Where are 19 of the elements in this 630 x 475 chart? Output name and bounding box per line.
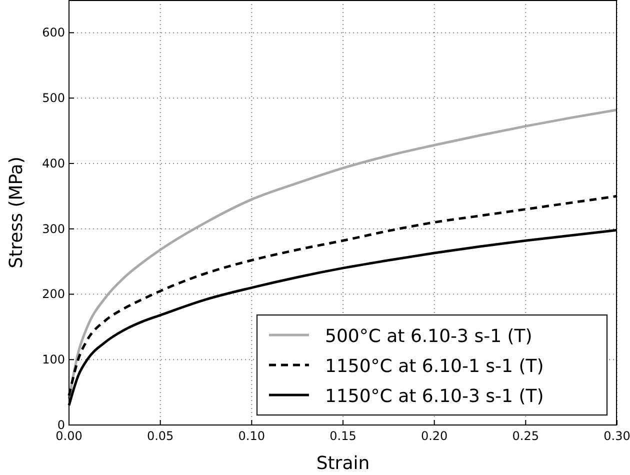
x-tick-label: 0.20	[420, 429, 448, 443]
y-tick-label: 100	[42, 352, 65, 367]
x-tick-label: 0.30	[604, 429, 630, 443]
y-tick-label: 300	[42, 222, 65, 236]
y-tick-label: 0	[57, 418, 65, 432]
y-tick-label: 600	[42, 26, 65, 40]
legend-label: 1150°C at 6.10-3 s-1 (T)	[325, 386, 544, 407]
x-tick-label: 0.05	[146, 429, 174, 443]
legend-label: 500°C at 6.10-3 s-1 (T)	[325, 326, 532, 347]
y-axis-title: Stress (MPa)	[6, 156, 27, 268]
x-tick-label: 0.15	[330, 429, 356, 443]
y-tick-label: 500	[42, 91, 65, 106]
legend-label: 1150°C at 6.10-1 s-1 (T)	[325, 356, 544, 377]
x-tick-label: 0.10	[238, 429, 266, 443]
y-tick-label: 400	[42, 156, 65, 170]
x-axis-title: Strain	[316, 453, 370, 474]
x-tick-label: 0.00	[56, 429, 82, 443]
y-tick-label: 200	[42, 287, 65, 302]
x-tick-label: 0.25	[512, 429, 540, 443]
